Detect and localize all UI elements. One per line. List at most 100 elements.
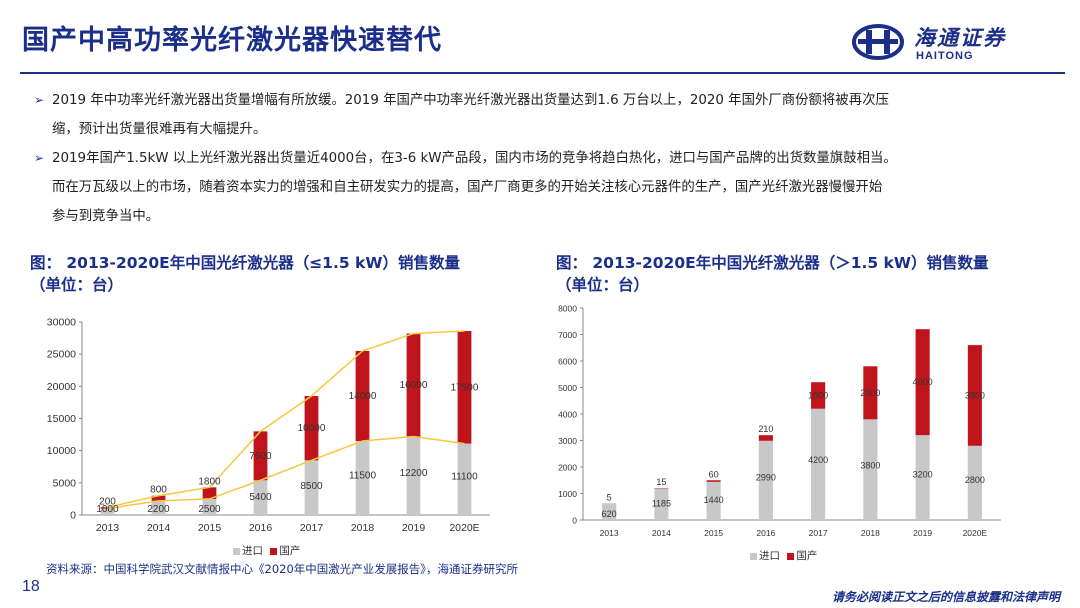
data-label-import: 8500 bbox=[300, 481, 323, 492]
x-tick-label: 2017 bbox=[809, 528, 828, 538]
right-chart: 0 1000 2000 3000 4000 5000 6000 7000 8000 2013 201… bbox=[558, 304, 1001, 538]
data-label-domestic: 200 bbox=[99, 496, 116, 507]
source-note: 资料来源：中国科学院武汉文献情报中心《2020年中国激光产业发展报告》，海通证券… bbox=[46, 562, 519, 576]
bar-import bbox=[811, 408, 826, 520]
bar-domestic bbox=[457, 331, 472, 444]
y-tick-label: 0 bbox=[70, 510, 76, 522]
left-chart-title-line-1: 图： 2013-2020E年中国光纤激光器（≤1.5 kW）销售数量 bbox=[30, 254, 460, 272]
x-tick-label: 2018 bbox=[351, 522, 375, 534]
line-import-total bbox=[107, 435, 465, 510]
x-tick-label: 2015 bbox=[704, 528, 723, 538]
bar-domestic bbox=[406, 333, 421, 437]
data-label-import: 3200 bbox=[913, 469, 933, 479]
legend-domestic-swatch bbox=[270, 547, 278, 555]
bar-import bbox=[304, 460, 319, 515]
bar-domestic bbox=[355, 350, 370, 442]
bar-import bbox=[654, 488, 669, 520]
arrow-icon: ➢ bbox=[34, 93, 45, 107]
haitong-emblem-icon bbox=[852, 24, 904, 60]
x-tick-label: 2020E bbox=[449, 522, 479, 534]
x-tick-label: 2013 bbox=[600, 528, 619, 538]
x-tick-label: 2016 bbox=[249, 522, 273, 534]
x-tick-label: 2014 bbox=[652, 528, 671, 538]
data-label-domestic: 15 bbox=[656, 477, 666, 487]
y-tick-label: 2000 bbox=[558, 463, 577, 473]
line-overall-total bbox=[107, 330, 465, 509]
data-label-import: 3800 bbox=[860, 461, 880, 471]
bar-import bbox=[253, 480, 268, 515]
x-tick-label: 2016 bbox=[756, 528, 775, 538]
bullet-1-line-2: 缩，预计出货量很难再有大幅提升。 bbox=[52, 122, 267, 137]
bar-domestic bbox=[151, 495, 166, 501]
data-label-import: 12200 bbox=[400, 468, 428, 479]
data-label-domestic: 210 bbox=[758, 424, 773, 434]
bar-import bbox=[355, 441, 370, 515]
bar-domestic bbox=[202, 487, 217, 499]
right-chart-title-line-1: 图： 2013-2020E年中国光纤激光器（＞1.5 kW）销售数量 bbox=[556, 254, 989, 272]
y-tick-label: 1000 bbox=[558, 489, 577, 499]
bar-import bbox=[915, 435, 930, 520]
x-tick-label: 2014 bbox=[147, 522, 171, 534]
data-label-domestic: 1800 bbox=[198, 476, 221, 487]
x-tick-label: 2020E bbox=[963, 528, 988, 538]
legend-domestic-label: 国产 bbox=[279, 545, 301, 557]
data-label-import: 1185 bbox=[652, 499, 671, 509]
bullet-1: ➢ 2019 年中功率光纤激光器出货量增幅有所放缓。2019 年国产中功率光纤激光… bbox=[34, 86, 1044, 144]
arrow-icon: ➢ bbox=[34, 151, 45, 165]
data-label-import: 2200 bbox=[147, 504, 170, 515]
page-title: 国产中高功率光纤激光器快速替代 bbox=[22, 25, 442, 56]
left-chart-legend: 进口 国产 bbox=[233, 543, 300, 558]
right-chart-title: 图： 2013-2020E年中国光纤激光器（＞1.5 kW）销售数量 （单位：台… bbox=[556, 252, 988, 296]
bullet-2: ➢ 2019年国产1.5kW 以上光纤激光器出货量近4000台，在3-6 kW产品… bbox=[34, 144, 1044, 231]
data-label-import: 2500 bbox=[198, 504, 221, 515]
haitong-logo: 海通证券 HAITONG bbox=[850, 18, 1050, 68]
bar-import bbox=[202, 498, 217, 515]
data-label-import: 1440 bbox=[704, 495, 724, 505]
y-tick-label: 5000 bbox=[558, 383, 577, 393]
legend-import-swatch bbox=[233, 547, 240, 555]
data-label-domestic: 2000 bbox=[860, 388, 880, 398]
bullet-1-line-1: 2019 年中功率光纤激光器出货量增幅有所放缓。2019 年国产中功率光纤激光器… bbox=[52, 93, 889, 108]
bar-import bbox=[602, 503, 617, 520]
x-tick-label: 2013 bbox=[96, 522, 120, 534]
data-label-import: 2800 bbox=[965, 475, 985, 485]
left-chart-title: 图： 2013-2020E年中国光纤激光器（≤1.5 kW）销售数量 （单位：台… bbox=[30, 252, 460, 296]
y-tick-label: 20000 bbox=[47, 381, 76, 393]
y-tick-label: 30000 bbox=[47, 317, 76, 329]
data-label-import: 1000 bbox=[96, 504, 119, 515]
legend-domestic-swatch bbox=[787, 552, 795, 560]
bar-import bbox=[457, 443, 472, 515]
legend-import-label: 进口 bbox=[242, 545, 263, 557]
bullet-2-line-1: 2019年国产1.5kW 以上光纤激光器出货量近4000台，在3-6 kW产品段… bbox=[52, 151, 897, 166]
x-tick-label: 2015 bbox=[198, 522, 222, 534]
data-label-domestic: 14000 bbox=[349, 391, 377, 402]
header-divider bbox=[20, 72, 1065, 74]
data-label-import: 11500 bbox=[349, 470, 377, 481]
bar-domestic bbox=[304, 395, 319, 461]
x-tick-label: 2018 bbox=[861, 528, 880, 538]
y-tick-label: 10000 bbox=[47, 445, 76, 457]
right-chart-legend: 进口 国产 bbox=[750, 548, 817, 563]
data-label-domestic: 16000 bbox=[400, 380, 428, 391]
bar-import bbox=[151, 500, 166, 515]
page-number: 18 bbox=[22, 578, 40, 595]
y-tick-label: 3000 bbox=[558, 436, 577, 446]
data-label-domestic: 17500 bbox=[451, 382, 479, 393]
data-label-domestic: 800 bbox=[150, 485, 167, 496]
bar-import bbox=[100, 508, 115, 515]
x-tick-label: 2017 bbox=[300, 522, 324, 534]
y-tick-label: 8000 bbox=[558, 304, 577, 314]
bar-domestic bbox=[915, 329, 930, 436]
x-tick-label: 2019 bbox=[913, 528, 932, 538]
y-tick-label: 0 bbox=[572, 516, 577, 526]
legend-domestic-label: 国产 bbox=[796, 550, 818, 562]
data-label-domestic: 7600 bbox=[249, 451, 272, 462]
y-tick-label: 25000 bbox=[47, 349, 76, 361]
data-label-domestic: 3800 bbox=[965, 390, 985, 400]
data-label-import: 5400 bbox=[249, 492, 272, 503]
data-label-import: 11100 bbox=[451, 472, 478, 483]
bar-import bbox=[706, 481, 721, 520]
legend-import-swatch bbox=[750, 552, 757, 560]
left-chart-title-line-2: （单位：台） bbox=[30, 276, 124, 294]
data-label-import: 2990 bbox=[756, 472, 776, 482]
